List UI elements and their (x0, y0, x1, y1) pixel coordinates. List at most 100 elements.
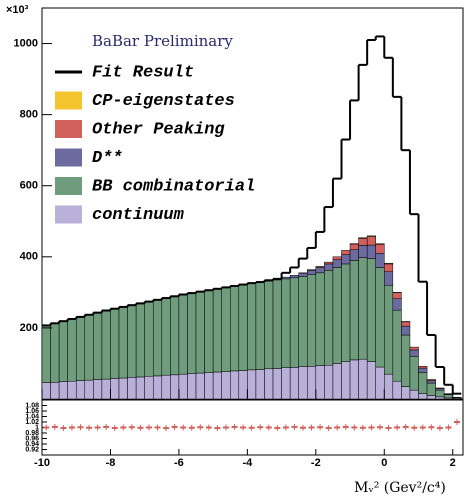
hist-bar (281, 276, 291, 280)
hist-bar (324, 364, 334, 400)
hist-bar (375, 244, 385, 254)
hist-bar (289, 275, 299, 279)
hist-bar (409, 356, 419, 391)
hist-bar (418, 393, 428, 400)
ratio-y-tick-label: 0.96 (25, 435, 39, 442)
hist-bar (298, 276, 308, 367)
hist-bar (366, 236, 376, 246)
hist-bar (341, 250, 351, 255)
hist-bar (366, 258, 376, 362)
hist-bar (375, 366, 385, 400)
hist-bar (366, 361, 376, 400)
legend-label: CP-eigenstates (92, 92, 235, 111)
hist-bar (118, 377, 128, 400)
hist-bar (187, 292, 197, 375)
hist-bar (324, 263, 334, 271)
x-tick-label: -4 (242, 457, 253, 469)
y-tick-label: 200 (20, 322, 38, 334)
hist-bar (144, 301, 154, 377)
hist-bar (101, 310, 111, 380)
hist-bar (255, 369, 265, 400)
hist-bar (384, 285, 394, 375)
hist-bar (418, 367, 428, 373)
hist-bar (281, 278, 291, 368)
hist-bar (272, 368, 282, 400)
hist-bar (349, 249, 359, 261)
hist-bar (212, 288, 222, 373)
hist-bar (401, 386, 411, 400)
y-tick-label: 800 (20, 109, 38, 121)
ratio-y-tick-label: 1.02 (25, 419, 39, 426)
hist-bar (221, 371, 231, 400)
hist-bar (75, 316, 86, 381)
hist-bar (307, 274, 317, 367)
hist-bar (341, 361, 351, 400)
ratio-y-tick-label: 0.94 (25, 441, 39, 448)
hist-bar (67, 380, 77, 400)
hist-bar (358, 257, 368, 360)
hist-bar (178, 294, 188, 375)
hist-bar (375, 243, 385, 245)
hist-bar (135, 303, 145, 378)
hist-bar (221, 287, 231, 372)
hist-bar (289, 367, 299, 400)
legend-label: D** (92, 149, 123, 168)
hist-bar (247, 282, 257, 371)
hist-bar (435, 389, 445, 398)
hist-bar (315, 365, 325, 400)
hist-bar (418, 372, 428, 394)
legend-label: Other Peaking (92, 120, 225, 139)
hist-bar (426, 382, 436, 396)
hist-bar (75, 380, 86, 400)
legend-swatch (55, 205, 82, 224)
hist-bar (409, 349, 419, 357)
legend-swatch (55, 148, 82, 167)
hist-bar (349, 260, 359, 361)
ratio-y-tick-label: 1 (35, 424, 39, 431)
ratio-y-tick-label: 0.92 (25, 446, 39, 453)
hist-bar (401, 321, 411, 327)
hist-bar (238, 284, 248, 371)
hist-bar (110, 378, 120, 400)
x-tick-label: -6 (174, 457, 184, 469)
hist-bar (315, 272, 325, 366)
hist-bar (384, 263, 394, 272)
hist-bar (401, 325, 411, 336)
hist-bar (118, 306, 128, 379)
x-tick-label: -2 (311, 457, 321, 469)
annotation: BaBar Preliminary (92, 32, 233, 50)
hist-bar (324, 261, 334, 265)
hist-bar (435, 396, 445, 400)
hist-bar (384, 262, 394, 265)
hist-bar (41, 325, 51, 383)
hist-bar (152, 299, 163, 377)
hist-bar (264, 280, 274, 370)
hist-bar (84, 314, 94, 381)
hist-bar (195, 291, 205, 374)
hist-bar (247, 369, 257, 400)
x-axis-label: Mᵥ² (Gev²/c⁴) (354, 480, 446, 496)
hist-bar (178, 373, 188, 400)
hist-bar (212, 371, 222, 400)
legend-label: BB combinatorial (92, 177, 255, 196)
hist-bar (170, 374, 180, 400)
hist-bar (409, 389, 419, 400)
hist-bar (392, 309, 402, 382)
hist-bar (93, 379, 103, 400)
hist-bar (358, 238, 368, 246)
hist-bar (307, 269, 317, 271)
hist-bar (135, 376, 145, 400)
hist-bar (392, 298, 402, 311)
hist-bar (384, 373, 394, 400)
hist-bar (341, 263, 351, 362)
hist-bar (358, 358, 368, 400)
hist-bar (161, 297, 171, 376)
hist-bar (230, 370, 240, 400)
hist-bar (435, 387, 445, 389)
ratio-y-tick-label: 0.98 (25, 430, 39, 437)
hist-bar (67, 318, 77, 382)
y-tick-label: 600 (20, 180, 38, 192)
hist-bar (315, 267, 325, 274)
hist-bar (255, 281, 265, 370)
